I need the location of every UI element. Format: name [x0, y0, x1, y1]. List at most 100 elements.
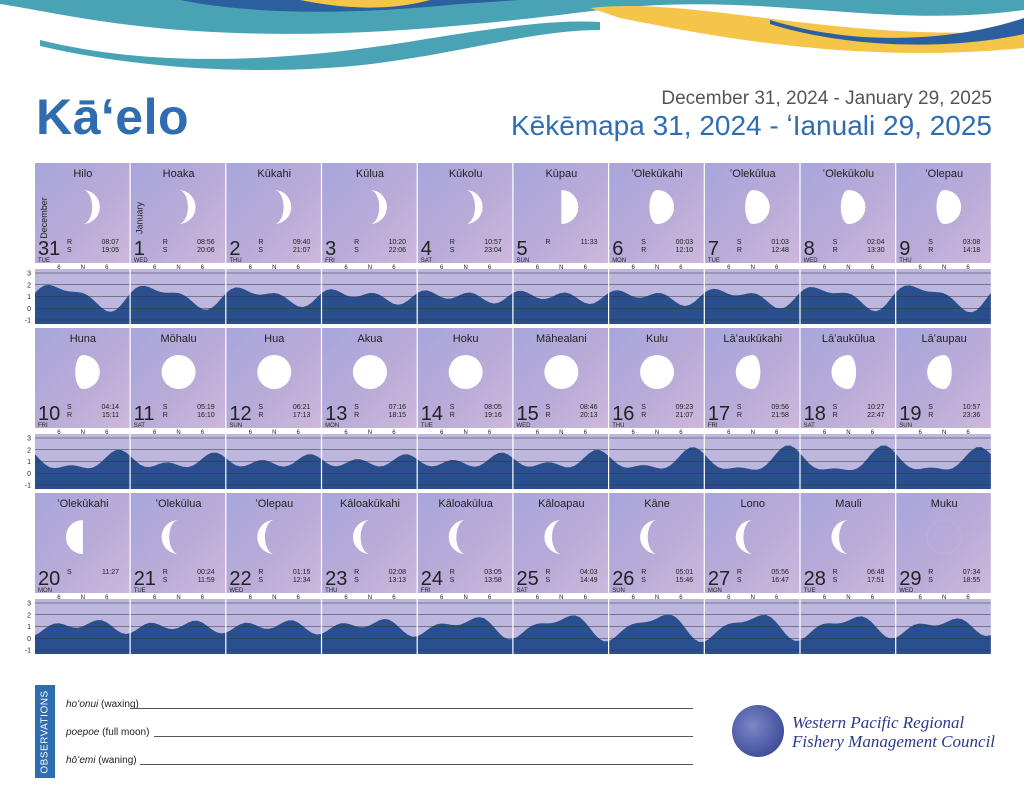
tide-time-tick: 6: [871, 595, 875, 601]
tide-time-tick: 6: [488, 265, 492, 271]
rise-set-label: S: [354, 247, 359, 254]
rise-set-label: S: [258, 404, 263, 411]
rise-set-label: S: [163, 404, 168, 411]
tide-time-tick: 6: [57, 265, 61, 271]
rise-set-label: S: [641, 404, 646, 411]
day-of-week: THU: [325, 588, 337, 594]
day-of-week: FRI: [38, 423, 48, 429]
moon-time: 10:57: [963, 404, 981, 411]
tide-time-tick: N: [463, 430, 467, 436]
moon-phase-name: ʻOlepau: [925, 168, 963, 180]
tide-time-tick: 6: [488, 430, 492, 436]
observation-translation: (waning): [98, 755, 137, 766]
day-number: 28: [804, 568, 826, 590]
rise-set-label: R: [641, 247, 646, 254]
tide-time-tick: 6: [344, 265, 348, 271]
tide-time-tick: 6: [536, 430, 540, 436]
day-of-week: FRI: [708, 423, 718, 429]
moon-time: 15:11: [102, 412, 119, 419]
moon-icon: [257, 520, 275, 554]
day-of-week: SUN: [899, 423, 912, 429]
moon-time: 11:59: [198, 577, 215, 584]
rise-set-label: R: [450, 239, 455, 246]
organization-name: Western Pacific Regional Fishery Managem…: [792, 713, 995, 751]
tide-time-tick: 6: [57, 430, 61, 436]
observation-translation: (full moon): [102, 727, 150, 738]
moon-time: 20:13: [580, 412, 598, 419]
rise-set-label: R: [546, 239, 551, 246]
day-number: 8: [804, 238, 815, 260]
day-number: 20: [38, 568, 60, 590]
day-of-week: TUE: [421, 423, 433, 429]
rise-set-label: R: [354, 569, 359, 576]
moon-icon: [75, 355, 100, 389]
date-range-hawaiian: Kēkēmapa 31, 2024 - ʻIanuali 29, 2025: [510, 110, 992, 141]
moon-time: 14:18: [963, 247, 981, 254]
moon-time: 23:04: [484, 247, 502, 254]
rise-set-label: S: [737, 239, 742, 246]
rise-set-label: R: [737, 569, 742, 576]
moon-time: 06:48: [867, 569, 885, 576]
moon-phase-name: Kāloapau: [538, 498, 585, 510]
day-of-week: WED: [229, 588, 244, 594]
rise-set-label: R: [833, 247, 838, 254]
tide-time-tick: N: [655, 430, 659, 436]
moon-icon: [352, 520, 370, 554]
day-of-week: FRI: [325, 258, 335, 264]
rise-set-label: R: [737, 412, 742, 419]
tide-time-tick: N: [846, 595, 850, 601]
moon-time: 08:05: [484, 404, 502, 411]
tide-time-tick: N: [176, 265, 180, 271]
observation-line[interactable]: [130, 708, 693, 709]
observation-row-waxing: hoʻonui (waxing): [66, 699, 139, 710]
moon-phase-name: ʻOlekūlua: [156, 498, 203, 510]
tide-time-tick: N: [846, 430, 850, 436]
moon-time: 02:08: [389, 569, 407, 576]
tide-time-tick: N: [463, 265, 467, 271]
rise-set-label: S: [737, 577, 742, 584]
rise-set-label: S: [450, 577, 455, 584]
moon-icon: [561, 190, 579, 224]
moon-icon: [640, 355, 675, 389]
moon-time: 21:07: [293, 247, 311, 254]
moon-phase-name: Hua: [264, 333, 285, 345]
moon-phase-name: Lono: [741, 498, 765, 510]
day-number: 23: [325, 568, 347, 590]
day-number: 14: [421, 403, 443, 425]
observations-tab: OBSERVATIONS: [35, 685, 55, 778]
moon-time: 07:34: [963, 569, 981, 576]
rise-set-label: S: [163, 247, 168, 254]
tide-time-tick: 6: [823, 430, 827, 436]
tide-axis-label: -1: [25, 648, 31, 655]
moon-phase-name: Akua: [357, 333, 383, 345]
moon-phase-name: Kāloakūlua: [438, 498, 493, 510]
moon-phase-name: Lāʻaukūkahi: [723, 333, 782, 345]
rise-set-label: S: [641, 577, 646, 584]
moon-icon: [448, 355, 483, 389]
tide-time-tick: 6: [297, 265, 301, 271]
tide-axis-label: 3: [27, 436, 31, 443]
moon-time: 10:27: [867, 404, 885, 411]
observation-line[interactable]: [140, 764, 693, 765]
tide-axis-label: -1: [25, 483, 31, 490]
moon-time: 08:46: [580, 404, 598, 411]
tide-time-tick: 6: [392, 430, 396, 436]
tide-axis-label: 1: [27, 459, 31, 466]
rise-set-label: S: [354, 404, 359, 411]
day-number: 13: [325, 403, 347, 425]
observation-line[interactable]: [154, 736, 693, 737]
day-number: 9: [899, 238, 910, 260]
tide-time-tick: N: [368, 265, 372, 271]
tide-time-tick: 6: [249, 595, 253, 601]
observation-row-waning: hōʻemi (waning): [66, 755, 137, 766]
tide-time-tick: 6: [584, 595, 588, 601]
day-number: 29: [899, 568, 921, 590]
